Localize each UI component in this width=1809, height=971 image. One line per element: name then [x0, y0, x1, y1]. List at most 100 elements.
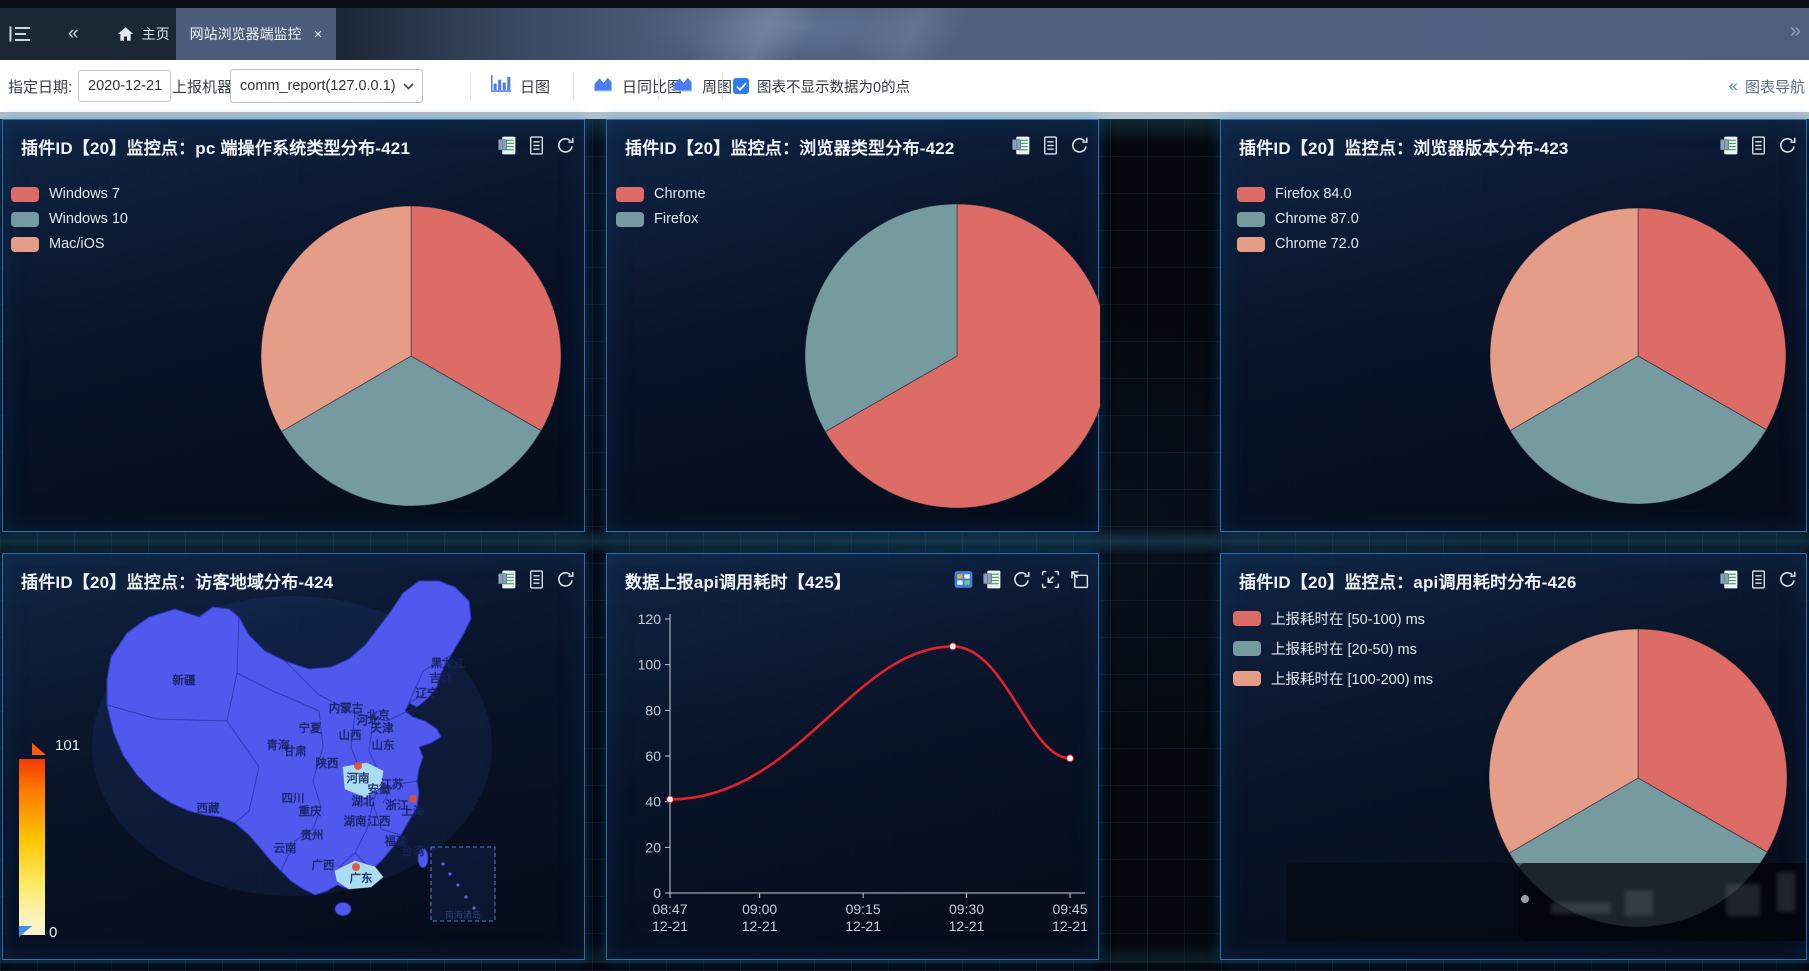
legend-label: Chrome 72.0	[1275, 236, 1359, 252]
refresh-icon[interactable]	[555, 569, 576, 590]
pie-chart-os-types[interactable]	[3, 120, 586, 533]
province-label: 吉林	[430, 671, 453, 685]
legend-item[interactable]: Firefox 84.0	[1237, 186, 1359, 202]
export-excel-icon[interactable]	[1011, 135, 1032, 156]
province-label: 天津	[371, 721, 394, 735]
province-label: 浙江	[386, 798, 409, 812]
legend-item[interactable]: Firefox	[616, 211, 706, 227]
refresh-icon[interactable]	[1011, 569, 1032, 590]
export-excel-icon[interactable]	[982, 569, 1003, 590]
legend-label: Firefox	[654, 211, 699, 227]
visual-map-min-label: 0	[49, 924, 58, 941]
province-label: 四川	[282, 792, 305, 805]
legend-item[interactable]: Chrome 87.0	[1237, 211, 1359, 227]
export-excel-icon[interactable]	[497, 135, 518, 156]
legend-swatch	[11, 211, 39, 227]
pie-slice	[1489, 207, 1639, 432]
city-dot	[354, 762, 362, 770]
province-label: 江苏	[381, 777, 404, 791]
province-label: 广东	[350, 871, 373, 885]
data-point-dot	[1066, 754, 1074, 763]
tab-browser-monitor[interactable]: 网站浏览器端监控 ×	[176, 8, 336, 60]
region-henan-highlight[interactable]	[342, 762, 384, 798]
export-excel-icon[interactable]	[497, 569, 518, 590]
visual-map-gradient-bar[interactable]	[19, 759, 45, 935]
line-chart-api-latency[interactable]: 02040608010012008:4712-2109:0012-2109:15…	[607, 554, 1100, 961]
data-view-icon[interactable]	[953, 569, 974, 590]
province-label: 甘肃	[284, 744, 307, 758]
day-compare-chart-button[interactable]: 日同比图	[592, 60, 682, 112]
legend-swatch	[1233, 671, 1261, 686]
pie-legend: Windows 7 Windows 10 Mac/iOS	[11, 186, 128, 252]
visual-map-min-marker	[19, 926, 32, 937]
pie-slice	[1637, 628, 1788, 853]
province-label: 青海	[267, 738, 290, 752]
export-excel-icon[interactable]	[1719, 135, 1740, 156]
document-icon[interactable]	[526, 135, 547, 156]
taiwan-island[interactable]	[417, 848, 429, 868]
zoom-revert-icon[interactable]	[1069, 569, 1090, 590]
bar-chart-icon	[490, 74, 512, 98]
machine-select[interactable]: comm_report(127.0.0.1)	[230, 69, 423, 103]
y-tick-label: 40	[645, 794, 661, 810]
tab-close-icon[interactable]: ×	[313, 25, 323, 43]
collapse-tabs-icon[interactable]: «	[68, 23, 79, 44]
legend-item[interactable]: 上报耗时在 [100-200) ms	[1233, 668, 1433, 689]
area-chart-icon	[672, 74, 694, 98]
watermark-overlay-dark	[1518, 863, 1806, 941]
province-label: 江西	[368, 814, 391, 828]
pie-chart-browser-versions[interactable]	[1221, 120, 1808, 533]
pie-chart-browser-types[interactable]	[607, 120, 1100, 533]
x-tick-date: 12-21	[845, 918, 881, 934]
province-label: 新疆	[173, 673, 196, 687]
hide-zero-checkbox[interactable]: 图表不显示数据为0的点	[733, 60, 910, 112]
province-label: 陕西	[316, 756, 339, 770]
document-icon[interactable]	[1748, 135, 1769, 156]
refresh-icon[interactable]	[555, 135, 576, 156]
chevron-left-double-icon: «	[1728, 76, 1738, 95]
document-icon[interactable]	[526, 569, 547, 590]
hamburger-icon[interactable]	[0, 25, 40, 43]
legend-item[interactable]: Mac/iOS	[11, 236, 128, 252]
refresh-icon[interactable]	[1777, 135, 1798, 156]
refresh-icon[interactable]	[1069, 135, 1090, 156]
refresh-icon[interactable]	[1777, 569, 1798, 590]
legend-item[interactable]: Windows 10	[11, 211, 128, 227]
document-icon[interactable]	[1748, 569, 1769, 590]
week-chart-button[interactable]: 周图	[672, 60, 732, 112]
home-tab[interactable]: 主页	[117, 24, 170, 44]
zoom-frame-icon[interactable]	[1040, 569, 1061, 590]
province-label: 湖北	[352, 794, 375, 808]
province-label: 安徽	[368, 782, 391, 796]
chart-navigation-link[interactable]: « 图表导航	[1729, 60, 1805, 112]
legend-label: Chrome	[654, 186, 706, 202]
pie-slice	[1509, 355, 1767, 505]
hainan-island[interactable]	[334, 902, 352, 916]
panel-latency-distribution-426: 插件ID【20】监控点：api调用耗时分布-426 上报耗时在 [50-100)…	[1220, 553, 1807, 960]
province-label: 宁夏	[299, 721, 322, 735]
x-tick-date: 12-21	[949, 918, 985, 934]
region-guangdong-highlight[interactable]	[334, 860, 384, 890]
legend-item[interactable]: Windows 7	[11, 186, 128, 202]
export-excel-icon[interactable]	[1719, 569, 1740, 590]
legend-swatch	[11, 186, 39, 202]
province-label: 云南	[274, 841, 297, 855]
day-compare-chart-label: 日同比图	[622, 78, 683, 96]
china-mainland[interactable]	[106, 580, 472, 896]
day-chart-button[interactable]: 日图	[490, 60, 550, 112]
province-label: 辽宁	[416, 686, 439, 700]
day-chart-label: 日图	[520, 78, 551, 96]
legend-item[interactable]: 上报耗时在 [20-50) ms	[1233, 638, 1433, 659]
watermark-smudge	[1777, 872, 1795, 912]
city-dot	[352, 863, 360, 871]
date-input[interactable]	[78, 70, 171, 102]
expand-tabs-icon[interactable]: »	[1789, 20, 1801, 42]
legend-item[interactable]: Chrome 72.0	[1237, 236, 1359, 252]
document-icon[interactable]	[1040, 135, 1061, 156]
legend-item[interactable]: 上报耗时在 [50-100) ms	[1233, 608, 1433, 629]
pie-slice	[1637, 207, 1787, 431]
panel-title: 插件ID【20】监控点：浏览器类型分布-422	[625, 139, 955, 158]
legend-item[interactable]: Chrome	[616, 186, 706, 202]
watermark-smudge	[1551, 902, 1611, 914]
